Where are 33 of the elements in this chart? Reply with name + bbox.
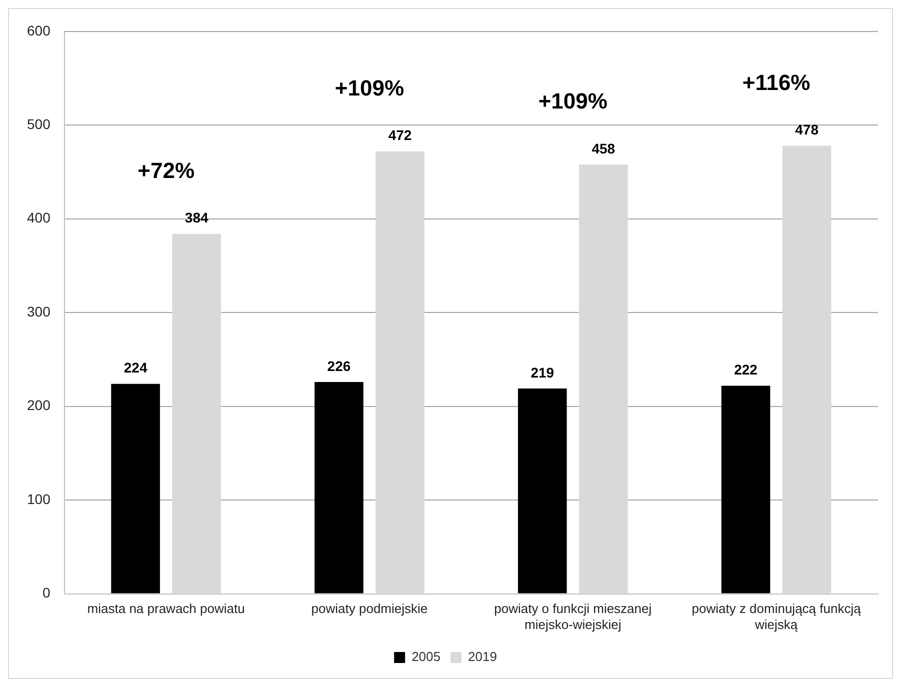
data-label: 226 bbox=[327, 358, 351, 374]
bar bbox=[111, 384, 160, 594]
annotation: +109% bbox=[538, 88, 608, 114]
y-tick-label: 100 bbox=[27, 490, 51, 507]
y-tick-label: 500 bbox=[27, 116, 51, 132]
data-label: 458 bbox=[592, 140, 616, 156]
y-tick-label: 300 bbox=[27, 303, 51, 320]
x-tick-label: powiaty z dominującą funkcją wiejską bbox=[692, 601, 862, 632]
bar bbox=[314, 382, 364, 594]
data-label: 384 bbox=[184, 210, 208, 226]
x-tick-label: miasta na prawach powiatu bbox=[87, 601, 245, 616]
annotation: +72% bbox=[138, 158, 195, 183]
data-label: 224 bbox=[124, 360, 148, 376]
data-label: 472 bbox=[388, 127, 412, 144]
bar bbox=[376, 151, 424, 594]
x-tick-label: powiaty podmiejskie bbox=[311, 601, 428, 616]
annotation: +116% bbox=[742, 70, 810, 95]
legend-label: 2005 bbox=[412, 649, 440, 664]
bar bbox=[578, 164, 628, 594]
bar bbox=[721, 386, 770, 594]
bar bbox=[782, 146, 832, 594]
annotation: +109% bbox=[334, 75, 404, 100]
y-tick-label: 600 bbox=[27, 22, 51, 38]
data-label: 222 bbox=[734, 362, 758, 378]
bar bbox=[172, 234, 221, 594]
data-label: 219 bbox=[530, 364, 554, 380]
data-label: 478 bbox=[795, 122, 819, 138]
legend-label: 2019 bbox=[468, 649, 497, 664]
x-tick-label: powiaty o funkcji mieszanej miejsko-wiejskiej bbox=[494, 601, 652, 632]
y-tick-label: 400 bbox=[27, 210, 51, 226]
y-tick-label: 0 bbox=[42, 584, 51, 601]
bar bbox=[518, 388, 567, 594]
y-tick-label: 200 bbox=[27, 397, 51, 414]
